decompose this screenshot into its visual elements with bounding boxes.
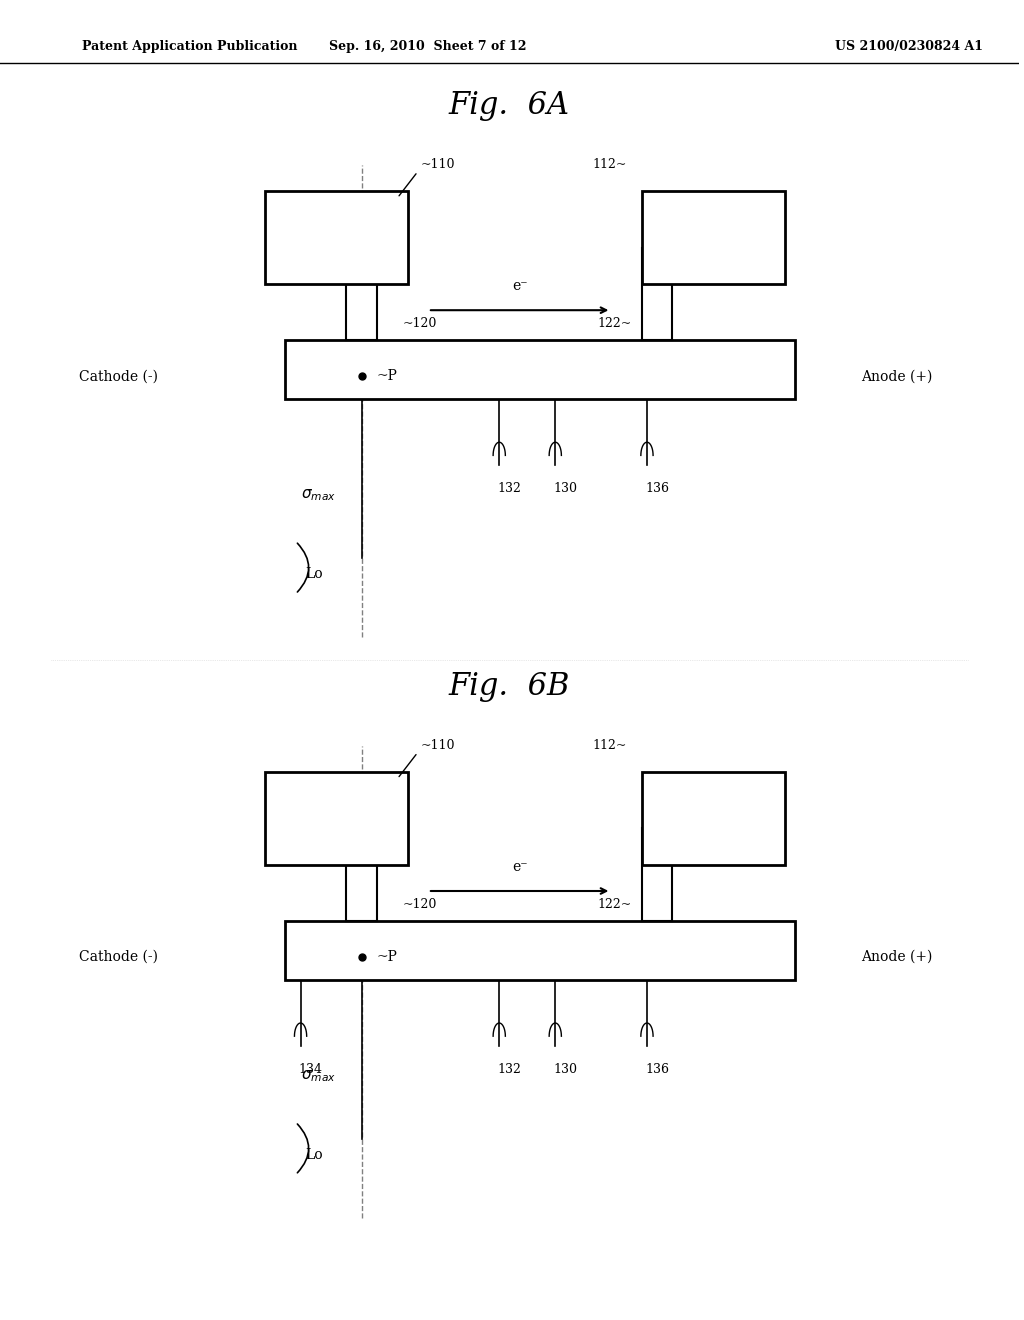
Text: Anode (+): Anode (+) (861, 370, 932, 383)
Text: 136: 136 (645, 1063, 669, 1076)
Text: Lo: Lo (305, 568, 324, 581)
Text: $\sigma_{max}$: $\sigma_{max}$ (301, 1068, 336, 1084)
Text: Lo: Lo (305, 1148, 324, 1162)
Text: Fig.  6A: Fig. 6A (449, 90, 570, 121)
Text: e⁻: e⁻ (512, 279, 527, 293)
Bar (286, 339, 795, 399)
Text: 122~: 122~ (597, 317, 632, 330)
Text: 112~: 112~ (592, 158, 627, 172)
Text: 134: 134 (299, 1063, 323, 1076)
Text: 112~: 112~ (592, 739, 627, 752)
Text: 122~: 122~ (597, 898, 632, 911)
FancyBboxPatch shape (265, 772, 408, 865)
Text: Cathode (-): Cathode (-) (79, 370, 158, 383)
Text: 132: 132 (498, 482, 521, 495)
Bar (642, 829, 673, 921)
FancyBboxPatch shape (265, 191, 408, 284)
Text: $\sigma_{max}$: $\sigma_{max}$ (301, 487, 336, 503)
Text: ~P: ~P (377, 950, 398, 964)
Text: e⁻: e⁻ (512, 859, 527, 874)
Text: Sep. 16, 2010  Sheet 7 of 12: Sep. 16, 2010 Sheet 7 of 12 (329, 40, 526, 53)
Text: ~120: ~120 (402, 898, 437, 911)
Text: ~110: ~110 (421, 158, 456, 172)
Text: Anode (+): Anode (+) (861, 950, 932, 964)
Text: ~120: ~120 (402, 317, 437, 330)
Bar (346, 829, 377, 921)
Text: 130: 130 (553, 482, 578, 495)
Text: 136: 136 (645, 482, 669, 495)
Bar (286, 921, 795, 979)
Bar (346, 248, 377, 341)
FancyBboxPatch shape (642, 191, 784, 284)
Text: US 2100/0230824 A1: US 2100/0230824 A1 (836, 40, 983, 53)
Text: ~P: ~P (377, 370, 398, 383)
Text: 130: 130 (553, 1063, 578, 1076)
Text: Fig.  6B: Fig. 6B (449, 671, 570, 702)
Text: ~110: ~110 (421, 739, 456, 752)
FancyBboxPatch shape (642, 772, 784, 865)
Text: Patent Application Publication: Patent Application Publication (82, 40, 297, 53)
Text: Cathode (-): Cathode (-) (79, 950, 158, 964)
Bar (642, 248, 673, 341)
Text: 132: 132 (498, 1063, 521, 1076)
